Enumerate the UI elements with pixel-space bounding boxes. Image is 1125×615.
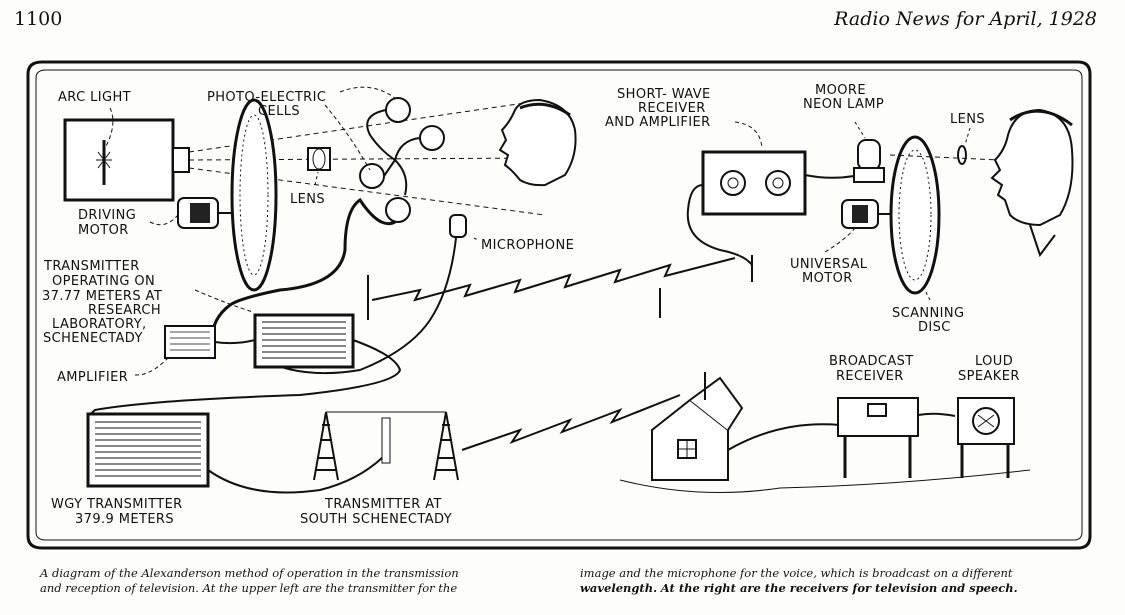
microphone-icon [449,214,467,238]
label-broadcast-2: RECEIVER [836,369,904,384]
label-lens-right: LENS [950,112,985,127]
frame-border [26,60,1092,550]
caption-left-line-2: and reception of television. At the uppe… [40,581,458,595]
amplifier-icon [164,325,216,359]
caption-right-line-2a: wavelength. [580,581,658,595]
scanning-disc-left [230,98,278,292]
subject-face-icon [498,98,577,187]
caption-right-line-2b: At the right are the receivers for telev… [660,581,1018,595]
caption-right-line-2: wavelength. At the right are the receive… [580,581,1090,596]
label-arc-light: ARC LIGHT [58,90,131,105]
lens-left-icon [307,147,331,171]
broadcast-receiver-icon [837,397,919,478]
label-transmitter-4: RESEARCH [88,303,161,318]
label-broadcast-1: BROADCAST [829,354,914,369]
loud-speaker-icon [957,397,1015,478]
label-microphone: MICROPHONE [481,238,574,253]
caption-left: A diagram of the Alexanderson method of … [40,566,550,596]
label-photo-cells-1: PHOTO-ELECTRIC [207,90,326,105]
photo-cells-icon [359,97,445,223]
label-transmitter-2: OPERATING ON [52,274,155,289]
label-neon-2: NEON LAMP [803,97,884,112]
caption-right: image and the microphone for the voice, … [580,566,1090,596]
driving-motor-icon [177,197,262,229]
lens-right-icon [957,145,967,165]
label-transmitter-6: SCHENECTADY [43,331,143,346]
label-shortwave-2: RECEIVER [638,101,706,116]
label-driving-motor-1: DRIVING [78,208,136,223]
label-south-1: TRANSMITTER AT [324,497,442,512]
label-lens-left: LENS [290,192,325,207]
label-loud-2: SPEAKER [958,369,1020,384]
label-shortwave-1: SHORT- WAVE [617,87,711,102]
label-universal-2: MOTOR [802,271,853,286]
label-wgy-1: WGY TRANSMITTER [51,497,183,512]
label-loud-1: LOUD [975,354,1013,369]
label-driving-motor-2: MOTOR [78,223,129,238]
label-universal-1: UNIVERSAL [790,257,868,272]
label-wgy-2: 379.9 METERS [75,512,174,527]
label-transmitter-5: LABORATORY, [52,317,147,332]
journal-title: Radio News for April, 1928 [834,8,1097,30]
arc-light-icon [63,118,190,202]
label-amplifier: AMPLIFIER [57,370,128,385]
label-scanning-2: DISC [918,320,951,335]
label-photo-cells-2: CELLS [258,104,300,119]
page-number: 1100 [14,8,63,30]
label-neon-1: MOORE [815,83,866,98]
transmitter-towers-icon [313,411,459,481]
label-scanning-1: SCANNING [892,306,965,321]
research-transmitter-icon [253,275,369,369]
caption-right-line-1: image and the microphone for the voice, … [580,566,1013,580]
label-shortwave-3: AND AMPLIFIER [605,115,711,130]
universal-motor-icon [841,199,918,229]
house-icon [651,372,744,481]
scanning-disc-right [889,135,941,295]
viewer-face-icon [990,108,1074,258]
label-transmitter-1: TRANSMITTER [43,259,140,274]
label-transmitter-3: 37.77 METERS AT [42,289,162,304]
caption-left-line-1: A diagram of the Alexanderson method of … [40,566,459,580]
label-south-2: SOUTH SCHENECTADY [300,512,452,527]
television-diagram: ARC LIGHT PHOTO-ELECTRIC CELLS LENS DRIV… [26,60,1092,550]
wgy-transmitter-icon [86,412,210,488]
shortwave-receiver-icon [701,150,807,216]
neon-lamp-icon [853,139,885,183]
